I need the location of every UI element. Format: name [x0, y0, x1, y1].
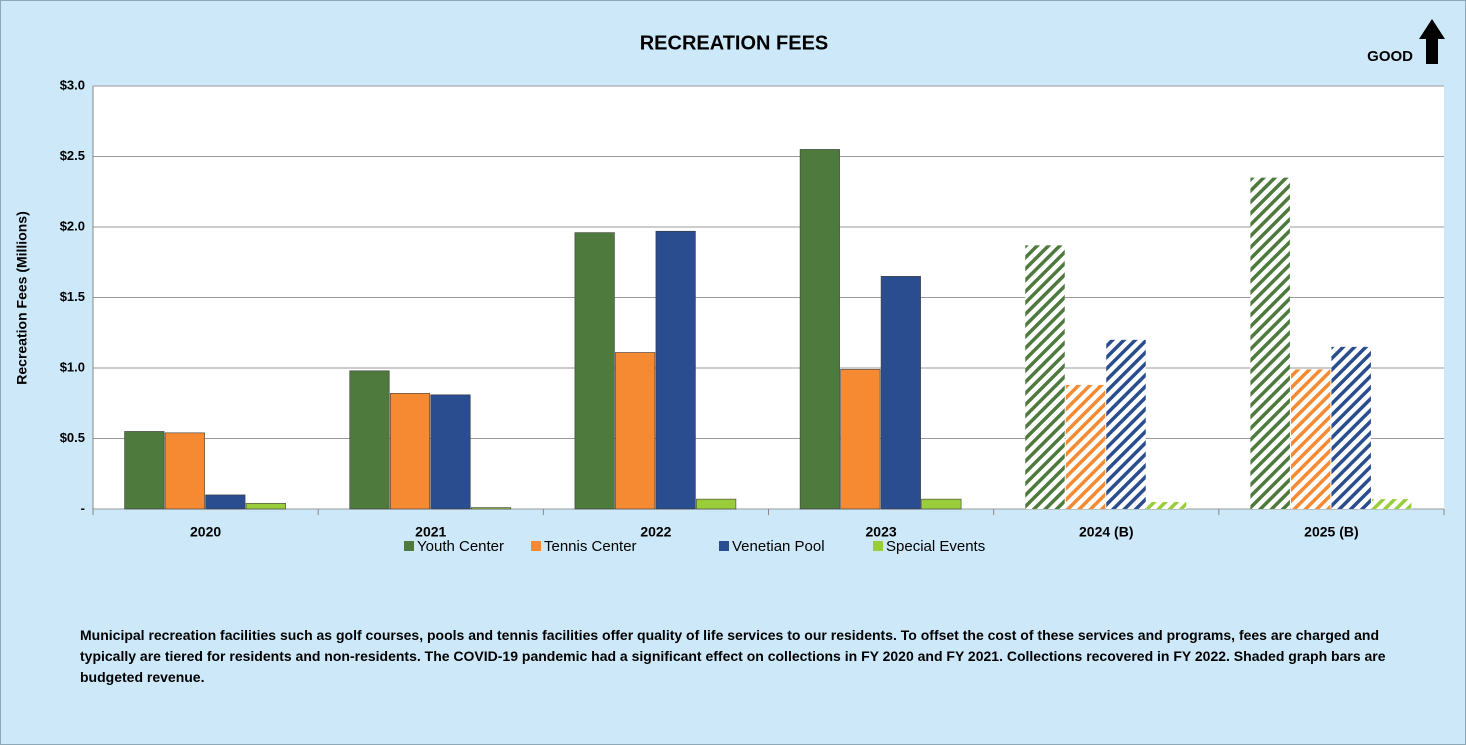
- x-tick-label: 2020: [190, 524, 221, 540]
- x-tick-label: 2022: [640, 524, 671, 540]
- y-tick-label: $1.0: [60, 359, 85, 374]
- bar: [1290, 369, 1331, 509]
- legend-label: Venetian Pool: [732, 538, 825, 555]
- bar: [1250, 177, 1290, 509]
- good-arrow: [1419, 19, 1445, 64]
- legend-label: Special Events: [886, 538, 985, 555]
- y-tick-label: $3.0: [60, 77, 85, 92]
- bar: [574, 232, 615, 510]
- bar: [1025, 245, 1065, 509]
- x-tick-label: 2024 (B): [1079, 524, 1133, 540]
- bar: [921, 498, 962, 510]
- legend-swatch: [873, 541, 883, 551]
- note: Municipal recreation facilities such as …: [80, 627, 1386, 685]
- legend-swatch: [404, 541, 414, 551]
- bar: [1065, 384, 1106, 509]
- bar: [799, 149, 840, 510]
- x-tick-label: 2023: [866, 524, 897, 540]
- bar: [205, 494, 246, 510]
- y-tick-label: $0.5: [60, 430, 85, 445]
- chart-title: RECREATION FEES: [640, 32, 829, 54]
- bar: [349, 370, 390, 510]
- bar: [615, 352, 656, 510]
- annotation: GOOD: [1367, 48, 1413, 65]
- y-tick-label: $1.5: [60, 289, 85, 304]
- y-tick-label: -: [81, 500, 85, 515]
- bar: [245, 503, 286, 510]
- y-tick-label: $2.5: [60, 148, 85, 163]
- bar: [880, 276, 921, 510]
- x-tick-label: 2025 (B): [1304, 524, 1358, 540]
- bar: [840, 369, 881, 510]
- bar: [430, 394, 471, 510]
- bar: [1106, 339, 1146, 509]
- legend-swatch: [719, 541, 729, 551]
- legend-label: Tennis Center: [544, 538, 637, 555]
- bar: [124, 431, 165, 510]
- chart: RECREATION FEES GOOD Recreation Fees (Mi…: [14, 19, 1445, 555]
- x-tick-label: 2021: [415, 524, 446, 540]
- bar: [164, 432, 205, 510]
- bar: [696, 498, 737, 510]
- y-tick-label: $2.0: [60, 218, 85, 233]
- bar: [389, 393, 431, 510]
- bar: [655, 230, 696, 510]
- legend-label: Youth Center: [417, 538, 504, 555]
- bar: [1371, 499, 1412, 509]
- y-axis-label: Recreation Fees (Millions): [14, 211, 30, 384]
- bar: [470, 507, 512, 510]
- legend-swatch: [531, 541, 541, 551]
- bar: [1331, 346, 1371, 509]
- bar: [1146, 501, 1187, 509]
